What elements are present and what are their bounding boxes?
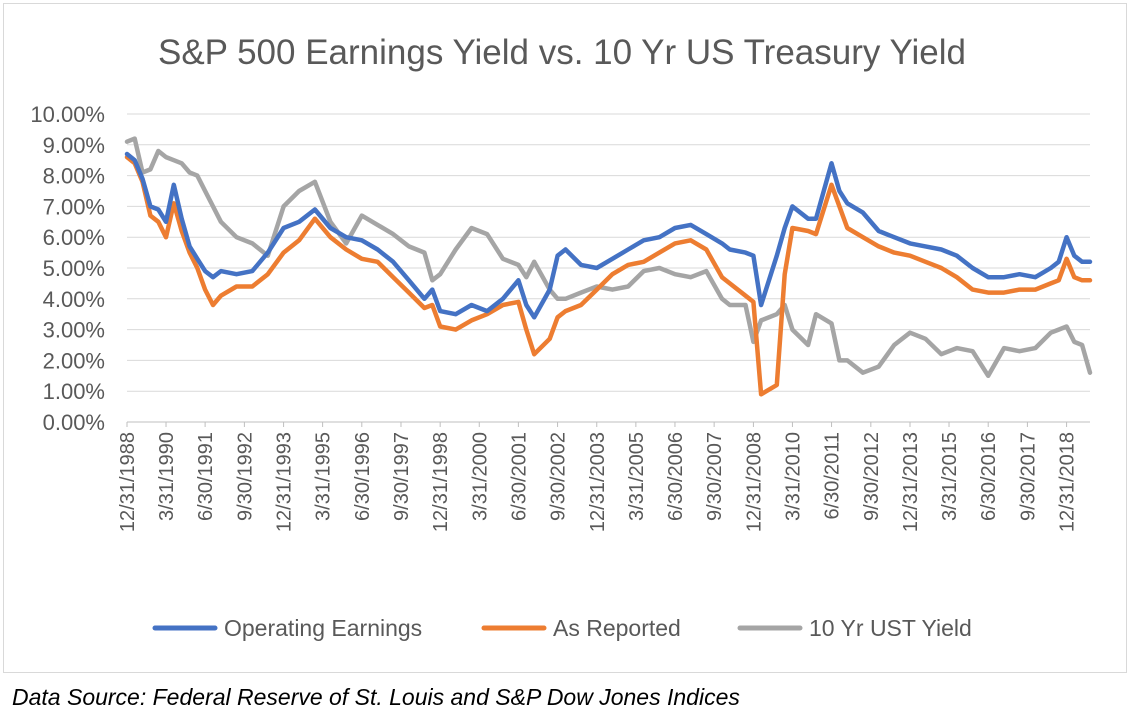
x-tick-label: 3/31/2015	[939, 432, 961, 521]
x-tick-label: 3/31/2005	[626, 432, 648, 521]
x-tick-label: 6/30/2001	[508, 432, 530, 521]
series-line-10-yr-ust-yield	[124, 136, 1093, 379]
y-tick-label: 6.00%	[43, 225, 105, 250]
line-chart: S&P 500 Earnings Yield vs. 10 Yr US Trea…	[30, 33, 1093, 641]
y-tick-label: 8.00%	[43, 164, 105, 189]
y-tick-label: 9.00%	[43, 133, 105, 158]
y-tick-label: 2.00%	[43, 348, 105, 373]
x-tick-label: 12/31/2018	[1057, 432, 1079, 532]
x-tick-label: 9/30/2007	[704, 432, 726, 521]
x-tick-label: 9/30/1992	[234, 432, 256, 521]
x-axis-ticks: 12/31/1988 3/31/1990 6/30/1991 9/30/1992 12/…	[117, 422, 1079, 532]
x-tick-label: 3/31/1995	[313, 432, 335, 521]
chart-frame	[3, 3, 1127, 673]
x-tick-label: 6/30/2011	[822, 432, 844, 520]
legend-label: As Reported	[553, 615, 681, 641]
x-tick-label: 3/31/2010	[782, 432, 804, 521]
x-tick-label: 12/31/2003	[587, 432, 609, 532]
x-tick-label: 12/31/1998	[430, 432, 452, 532]
x-tick-label: 12/31/1993	[274, 432, 296, 532]
y-tick-label: 3.00%	[43, 318, 105, 343]
x-tick-label: 9/30/2002	[548, 432, 570, 521]
x-tick-label: 9/30/1997	[391, 432, 413, 521]
y-tick-label: 0.00%	[43, 410, 105, 435]
x-tick-label: 6/30/2006	[665, 432, 687, 521]
y-tick-label: 5.00%	[43, 256, 105, 281]
x-tick-label: 9/30/2017	[1017, 432, 1039, 521]
chart-title: S&P 500 Earnings Yield vs. 10 Yr US Trea…	[158, 33, 966, 72]
x-tick-label: 3/31/2000	[469, 432, 491, 521]
x-tick-label: 6/30/1991	[195, 432, 217, 521]
x-tick-label: 6/30/1996	[352, 432, 374, 521]
y-tick-label: 10.00%	[30, 102, 105, 127]
x-tick-label: 6/30/2016	[978, 432, 1000, 521]
y-tick-label: 4.00%	[43, 287, 105, 312]
data-source-note: Data Source: Federal Reserve of St. Loui…	[12, 684, 740, 710]
x-tick-label: 12/31/2008	[743, 432, 765, 532]
x-tick-label: 9/30/2012	[861, 432, 883, 521]
x-tick-label: 12/31/1988	[117, 432, 139, 532]
series-line-as-reported	[124, 154, 1093, 397]
legend-label: Operating Earnings	[224, 615, 422, 641]
x-tick-label: 12/31/2013	[900, 432, 922, 532]
series-line-operating-earnings	[124, 151, 1093, 320]
y-tick-label: 1.00%	[43, 379, 105, 404]
legend-label: 10 Yr UST Yield	[809, 615, 972, 641]
x-tick-label: 3/31/1990	[156, 432, 178, 521]
gridlines	[127, 113, 1090, 423]
legend: Operating Earnings As Reported 10 Yr UST Y…	[152, 615, 972, 641]
y-tick-label: 7.00%	[43, 194, 105, 219]
series-lines	[124, 136, 1093, 397]
y-axis-ticks: 0.00% 1.00% 2.00% 3.00% 4.00% 5.00% 6.00% 7.00%…	[30, 102, 105, 435]
